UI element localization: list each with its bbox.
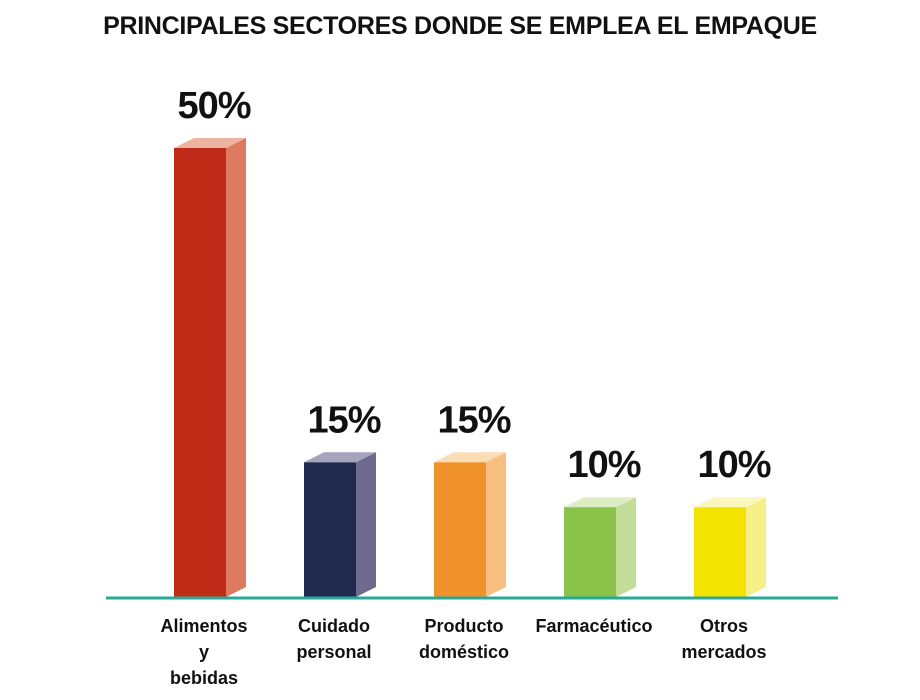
category-label: Alimentos y bebidas [160, 616, 247, 688]
bar-top [564, 497, 636, 508]
labels-layer: 50% Alimentos y bebidas 15% Cuidado personal 15… [160, 85, 771, 688]
bar-front [174, 148, 226, 597]
bar-front [564, 507, 616, 597]
category-label-line: Cuidado [298, 616, 370, 636]
data-label: 50% [177, 85, 250, 127]
bar [694, 497, 766, 597]
bar-top [694, 497, 766, 508]
category-label-line: Farmacéutico [535, 616, 652, 636]
data-label: 10% [697, 444, 770, 486]
category-label-line: y [199, 642, 209, 662]
category-label-line: Alimentos [160, 616, 247, 636]
bar [564, 497, 636, 597]
category-label-line: doméstico [419, 642, 509, 662]
category-label: Producto doméstico [419, 616, 509, 662]
category-label-line: Otros [700, 616, 748, 636]
bar-front [694, 507, 746, 597]
data-label: 15% [307, 399, 380, 441]
data-label: 15% [437, 399, 510, 441]
bar-top [434, 452, 506, 463]
category-label: Otros mercados [681, 616, 766, 662]
bar-side [746, 497, 766, 597]
bar-side [356, 452, 376, 597]
bar-side [226, 138, 246, 597]
bar-side [616, 497, 636, 597]
chart-title: PRINCIPALES SECTORES DONDE SE EMPLEA EL … [103, 12, 817, 40]
data-label: 10% [567, 444, 640, 486]
bars-layer [174, 138, 766, 597]
category-label-line: bebidas [170, 668, 238, 688]
bar [434, 452, 506, 597]
category-label-line: personal [296, 642, 371, 662]
bar-side [486, 452, 506, 597]
category-label-line: mercados [681, 642, 766, 662]
bar-top [304, 452, 376, 463]
bar-top [174, 138, 246, 148]
bar-front [434, 462, 486, 597]
bar-front [304, 462, 356, 597]
category-label-line: Producto [425, 616, 504, 636]
bar [174, 138, 246, 597]
bar [304, 452, 376, 597]
category-label: Farmacéutico [535, 616, 652, 636]
category-label: Cuidado personal [296, 616, 371, 662]
